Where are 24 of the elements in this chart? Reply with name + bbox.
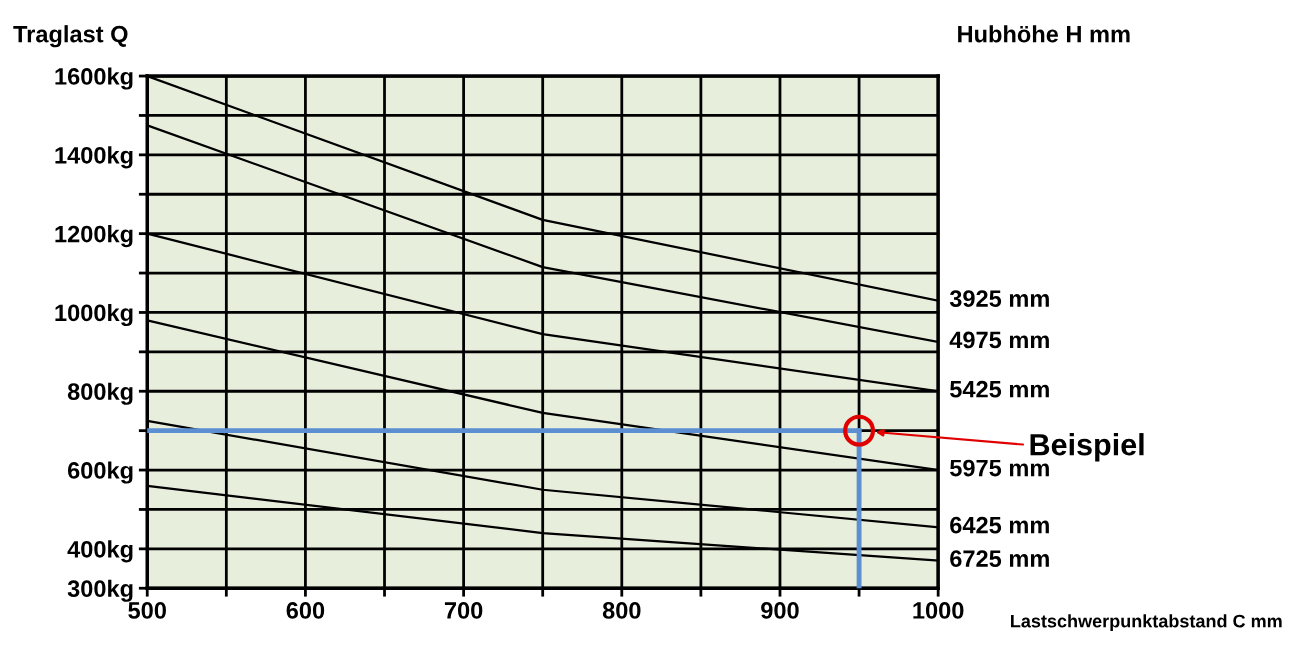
- series-label: 3925 mm: [949, 290, 1049, 307]
- series-label: 5975 mm: [950, 459, 1049, 477]
- x-axis-title: Lastschwerpunktabstand C mm: [1011, 614, 1282, 632]
- text: Beispiel: [1030, 433, 1144, 462]
- y-tick-label: 1600kg: [55, 67, 133, 90]
- x-tick-label: 1000: [913, 602, 964, 619]
- y-tick-label: 300kg: [67, 579, 133, 602]
- x-tick-label: 800: [602, 602, 641, 619]
- y-tick-label: 1400kg: [55, 146, 133, 169]
- series-label: 5425 mm: [950, 380, 1049, 398]
- x-tick-label: 900: [761, 602, 799, 619]
- series-label: 6725 mm: [950, 550, 1049, 568]
- legend-title: Hubhöhe H mm: [958, 25, 1130, 43]
- x-tick-label: 600: [286, 602, 325, 619]
- y-axis-title: Traglast Q: [13, 25, 128, 48]
- y-tick-label: 400kg: [67, 540, 133, 563]
- series-label: 4975 mm: [949, 331, 1049, 349]
- y-tick-label: 800kg: [67, 382, 133, 405]
- y-tick-label: 1200kg: [55, 225, 133, 248]
- x-tick-label: 700: [444, 602, 483, 619]
- series-label: 6425 mm: [950, 516, 1049, 534]
- x-tick-label: 500: [128, 602, 166, 619]
- y-tick-label: 1000kg: [55, 303, 133, 327]
- y-tick-label: 600kg: [67, 461, 133, 484]
